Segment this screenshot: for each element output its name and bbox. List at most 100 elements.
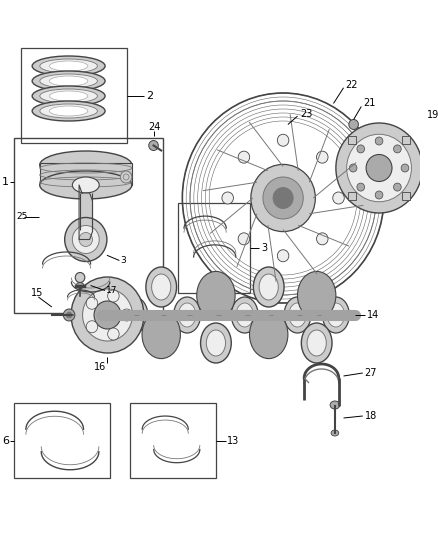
Bar	[402, 136, 410, 144]
Circle shape	[375, 191, 383, 199]
Circle shape	[277, 134, 289, 146]
Text: 23: 23	[300, 109, 313, 119]
Ellipse shape	[284, 297, 311, 333]
Ellipse shape	[250, 311, 288, 359]
Ellipse shape	[330, 401, 340, 409]
Text: 3: 3	[261, 243, 267, 253]
Circle shape	[222, 192, 233, 204]
Ellipse shape	[32, 56, 105, 76]
Ellipse shape	[253, 267, 284, 307]
Circle shape	[86, 321, 98, 333]
Ellipse shape	[40, 89, 97, 103]
Circle shape	[64, 309, 75, 321]
Ellipse shape	[331, 430, 339, 436]
Bar	[14, 403, 110, 478]
Ellipse shape	[179, 303, 196, 327]
Circle shape	[333, 192, 344, 204]
Circle shape	[336, 123, 422, 213]
Circle shape	[71, 277, 144, 353]
Text: 2: 2	[146, 91, 153, 101]
Circle shape	[86, 297, 98, 309]
Ellipse shape	[197, 271, 235, 319]
Circle shape	[317, 151, 328, 163]
Text: 19: 19	[427, 110, 438, 120]
Circle shape	[394, 183, 401, 191]
Ellipse shape	[142, 311, 180, 359]
Ellipse shape	[126, 303, 143, 327]
Circle shape	[346, 134, 411, 202]
Circle shape	[251, 164, 315, 232]
Circle shape	[238, 233, 250, 245]
Circle shape	[357, 183, 364, 191]
Text: 27: 27	[365, 368, 377, 378]
Ellipse shape	[259, 274, 278, 300]
Text: 18: 18	[365, 411, 377, 421]
Text: 1: 1	[2, 177, 9, 187]
Ellipse shape	[236, 303, 253, 327]
Circle shape	[317, 233, 328, 245]
Ellipse shape	[49, 106, 88, 116]
Ellipse shape	[152, 274, 171, 300]
Ellipse shape	[49, 76, 88, 86]
Circle shape	[350, 164, 357, 172]
Text: 16: 16	[94, 362, 106, 372]
Ellipse shape	[301, 323, 332, 363]
Ellipse shape	[146, 267, 177, 307]
Ellipse shape	[72, 177, 99, 193]
Ellipse shape	[40, 171, 132, 199]
Circle shape	[238, 151, 250, 163]
Ellipse shape	[289, 303, 306, 327]
Ellipse shape	[327, 303, 345, 327]
Text: 15: 15	[31, 288, 43, 298]
Circle shape	[401, 164, 409, 172]
Ellipse shape	[206, 330, 226, 356]
Circle shape	[108, 290, 119, 302]
Ellipse shape	[40, 74, 97, 88]
Text: 22: 22	[346, 79, 358, 90]
Circle shape	[94, 301, 121, 329]
Ellipse shape	[76, 282, 84, 288]
Text: 24: 24	[149, 123, 161, 133]
Circle shape	[121, 309, 132, 321]
Ellipse shape	[307, 330, 326, 356]
Ellipse shape	[32, 86, 105, 106]
Circle shape	[357, 145, 364, 153]
Circle shape	[349, 119, 358, 130]
Circle shape	[273, 188, 293, 208]
Ellipse shape	[40, 104, 97, 118]
Ellipse shape	[72, 225, 99, 254]
Ellipse shape	[75, 272, 85, 282]
Bar	[40, 163, 132, 185]
Bar	[348, 192, 356, 200]
Ellipse shape	[49, 61, 88, 71]
Circle shape	[366, 155, 392, 182]
Ellipse shape	[32, 101, 105, 121]
Bar	[177, 203, 250, 293]
Circle shape	[263, 177, 303, 219]
Ellipse shape	[32, 71, 105, 91]
Ellipse shape	[120, 171, 132, 183]
Ellipse shape	[231, 297, 258, 333]
Ellipse shape	[201, 323, 231, 363]
Circle shape	[82, 289, 132, 341]
Ellipse shape	[65, 217, 107, 262]
Circle shape	[149, 141, 159, 150]
Ellipse shape	[49, 91, 88, 101]
Bar	[402, 192, 410, 200]
Ellipse shape	[121, 297, 148, 333]
Text: 17: 17	[106, 286, 117, 295]
Text: 25: 25	[16, 212, 28, 221]
Ellipse shape	[322, 297, 350, 333]
Text: 14: 14	[367, 310, 379, 320]
Ellipse shape	[40, 59, 97, 73]
Circle shape	[277, 250, 289, 262]
Ellipse shape	[174, 297, 201, 333]
Bar	[348, 136, 356, 144]
Text: 6: 6	[2, 435, 9, 446]
Circle shape	[394, 145, 401, 153]
Ellipse shape	[79, 232, 92, 246]
Ellipse shape	[40, 151, 132, 179]
Circle shape	[375, 137, 383, 145]
Bar	[21, 48, 127, 143]
Text: 3: 3	[120, 256, 126, 265]
